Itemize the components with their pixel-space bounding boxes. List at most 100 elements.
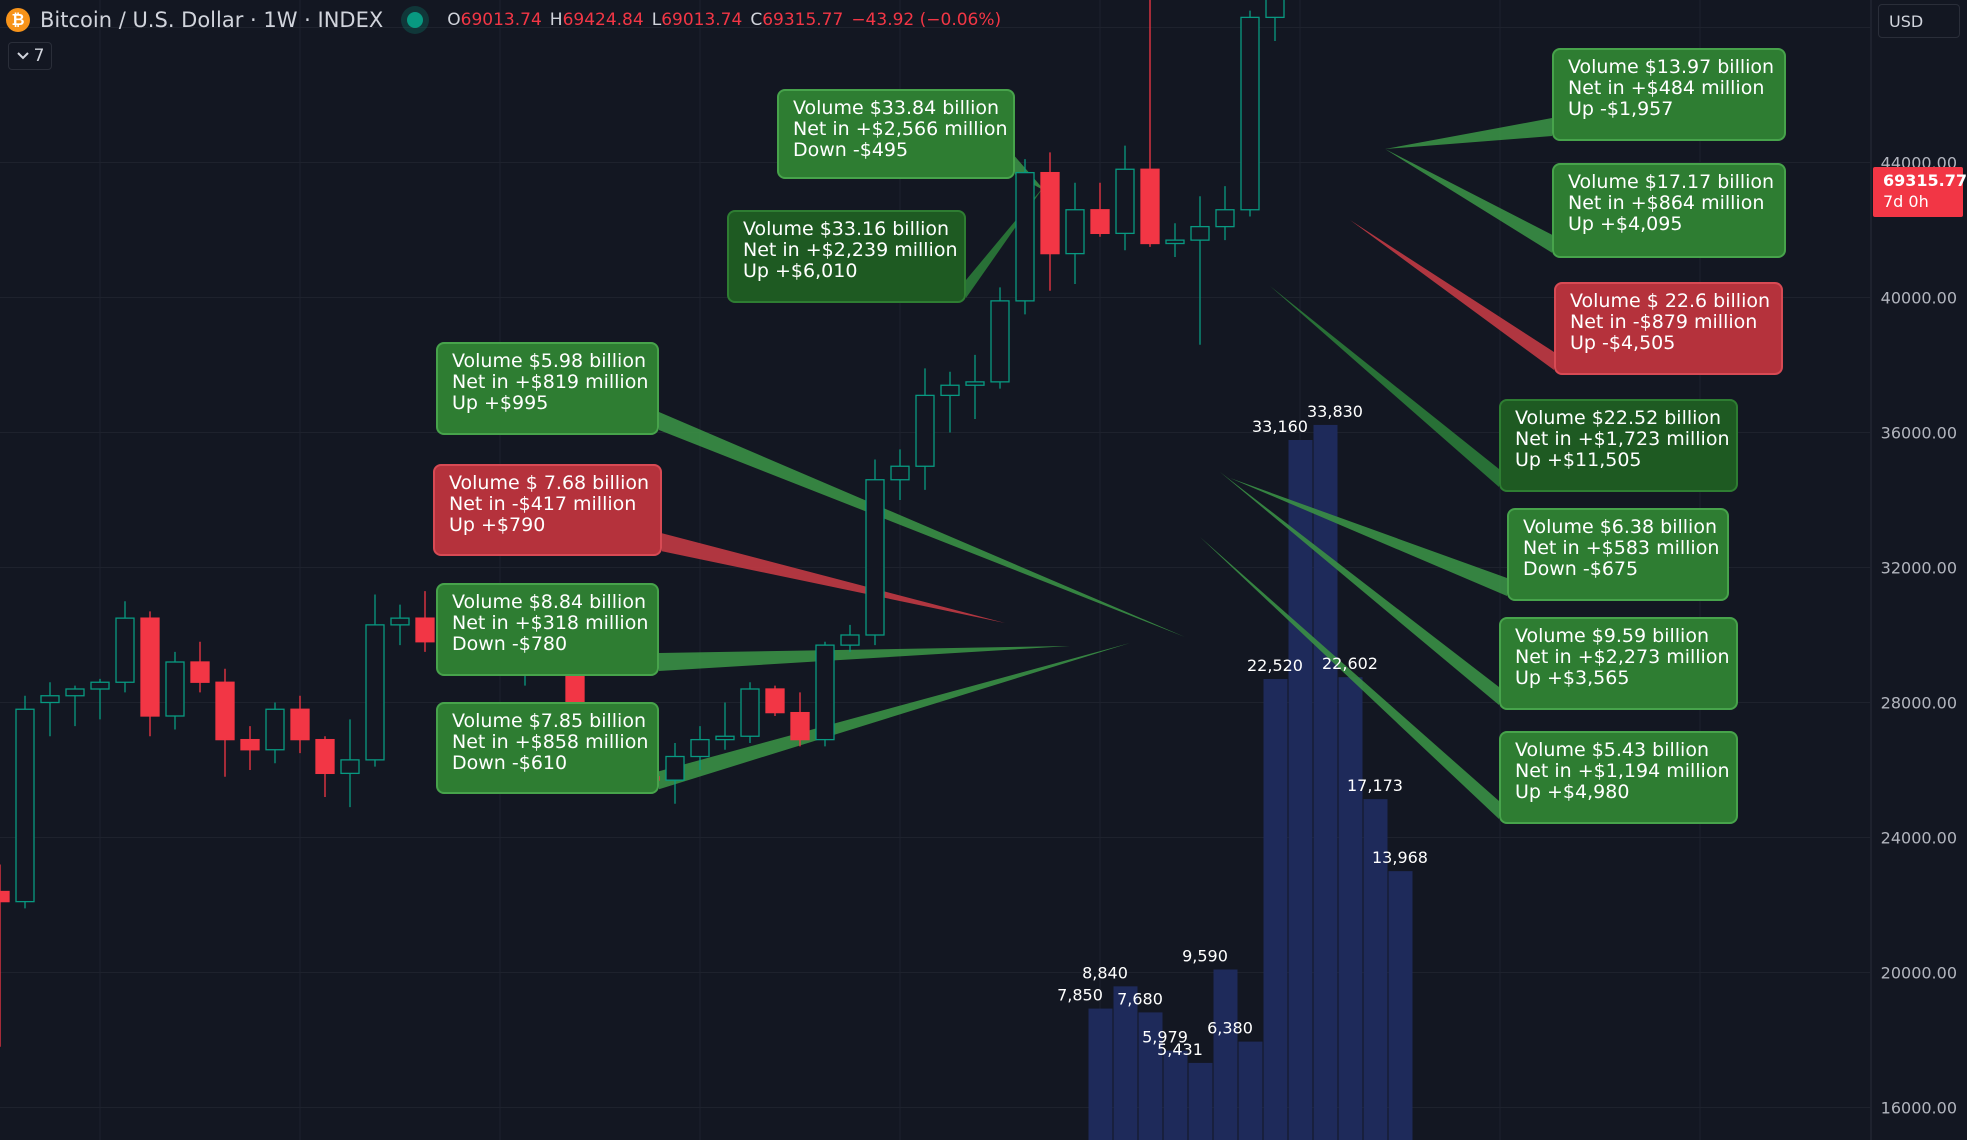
- callout-line: Net in +$484 million: [1568, 77, 1765, 99]
- callout-line: Down -$495: [793, 139, 909, 161]
- callout-line: Net in +$2,239 million: [743, 239, 958, 261]
- callout-line: Up -$4,505: [1570, 332, 1676, 354]
- callout-line: Volume $5.98 billion: [452, 350, 646, 372]
- volume-bar: [1288, 439, 1313, 1140]
- volume-callout[interactable]: Volume $13.97 billion Net in +$484 millio…: [1552, 48, 1786, 141]
- volume-callout[interactable]: Volume $33.84 billion Net in +$2,566 mill…: [777, 89, 1015, 179]
- callout-line: Up +$4,980: [1515, 781, 1630, 803]
- volume-value-label: 7,850: [1057, 986, 1103, 1005]
- candle-down: [290, 708, 310, 741]
- candle-up: [990, 300, 1010, 383]
- candle-up: [815, 644, 835, 741]
- candle-up: [40, 695, 60, 704]
- callout-line: Down -$610: [452, 752, 568, 774]
- volume-callout[interactable]: Volume $5.43 billion Net in +$1,194 milli…: [1499, 731, 1738, 824]
- candle-up: [1165, 239, 1185, 245]
- open-value: 69013.74: [460, 10, 542, 30]
- candle-down: [190, 661, 210, 683]
- callout-connector: [1270, 286, 1499, 488]
- candle-up: [740, 688, 760, 737]
- volume-callout[interactable]: Volume $8.84 billion Net in +$318 million…: [436, 583, 659, 676]
- volume-value-label: 22,520: [1247, 656, 1303, 675]
- price-tick-label: 40000.00: [1881, 289, 1957, 308]
- candle-down: [765, 688, 785, 714]
- volume-value-label: 8,840: [1082, 963, 1128, 982]
- candle-up: [940, 384, 960, 397]
- callout-line: Volume $ 7.68 billion: [449, 472, 650, 494]
- volume-callout[interactable]: Volume $5.98 billion Net in +$819 million…: [436, 342, 659, 435]
- callout-line: Net in -$417 million: [449, 493, 637, 515]
- close-value: 69315.77: [762, 10, 844, 30]
- callout-connector: [1385, 118, 1552, 149]
- volume-callout[interactable]: Volume $7.85 billion Net in +$858 million…: [436, 702, 659, 794]
- candle-up: [915, 394, 935, 467]
- symbol-title[interactable]: Bitcoin / U.S. Dollar · 1W · INDEX: [40, 8, 384, 32]
- candle-up: [390, 617, 410, 626]
- callout-line: Net in +$2,273 million: [1515, 646, 1730, 668]
- bitcoin-logo-icon: ₿: [6, 8, 30, 32]
- volume-bar: [1363, 799, 1388, 1140]
- candle-up: [65, 688, 85, 697]
- candle-up: [1190, 225, 1210, 241]
- callout-line: Volume $8.84 billion: [452, 591, 646, 613]
- callout-line: Up +$790: [449, 514, 546, 536]
- price-tick-label: 16000.00: [1881, 1099, 1957, 1118]
- ohlc-values: O69013.74 H69424.84 L69013.74 C69315.77 …: [447, 10, 1001, 30]
- price-tick-label: 24000.00: [1881, 829, 1957, 848]
- callout-line: Up +$4,095: [1568, 213, 1683, 235]
- callout-line: Net in +$864 million: [1568, 192, 1765, 214]
- low-value: 69013.74: [661, 10, 743, 30]
- volume-callout[interactable]: Volume $ 22.6 billion Net in -$879 millio…: [1554, 282, 1783, 375]
- candle-up: [865, 479, 885, 636]
- volume-callout[interactable]: Volume $17.17 billion Net in +$864 millio…: [1552, 163, 1786, 258]
- candle-down: [240, 738, 260, 751]
- currency-label: USD: [1889, 11, 1924, 31]
- close-key: C: [750, 10, 763, 30]
- callout-line: Volume $ 22.6 billion: [1570, 290, 1771, 312]
- callout-connector: [1200, 537, 1499, 820]
- market-status-icon[interactable]: [407, 12, 424, 28]
- volume-bar: [1088, 1008, 1113, 1140]
- callout-line: Net in +$583 million: [1523, 537, 1720, 559]
- volume-value-label: 6,380: [1207, 1019, 1253, 1038]
- callout-connector: [659, 646, 1070, 672]
- change-value: −43.92 (−0.06%): [851, 10, 1002, 30]
- volume-bar: [1313, 424, 1338, 1140]
- callout-line: Net in +$318 million: [452, 612, 649, 634]
- volume-bar: [1213, 969, 1238, 1140]
- callout-connector: [1350, 220, 1554, 371]
- volume-callout[interactable]: Volume $22.52 billion Net in +$1,723 mill…: [1499, 399, 1738, 492]
- candle-up: [890, 465, 910, 481]
- callout-line: Net in +$1,194 million: [1515, 760, 1730, 782]
- volume-callout[interactable]: Volume $33.16 billion Net in +$2,239 mill…: [727, 210, 966, 303]
- callout-line: Up +$995: [452, 392, 549, 414]
- volume-value-label: 33,830: [1307, 402, 1363, 421]
- candle-up: [1240, 16, 1260, 211]
- volume-value-label: 33,160: [1252, 417, 1308, 436]
- candle-down: [215, 681, 235, 741]
- volume-callout[interactable]: Volume $6.38 billion Net in +$583 million…: [1507, 508, 1729, 601]
- candle-up: [965, 381, 985, 386]
- candle-down: [1140, 168, 1160, 245]
- callout-line: Up +$6,010: [743, 260, 858, 282]
- callout-connector: [1230, 478, 1507, 597]
- callout-line: Volume $22.52 billion: [1515, 407, 1722, 429]
- callout-line: Net in +$1,723 million: [1515, 428, 1730, 450]
- candle-up: [90, 681, 110, 690]
- high-value: 69424.84: [562, 10, 644, 30]
- volume-value-label: 9,590: [1182, 946, 1228, 965]
- callout-line: Down -$675: [1523, 558, 1639, 580]
- indicators-toggle-button[interactable]: 7: [8, 42, 52, 70]
- volume-callout[interactable]: Volume $ 7.68 billion Net in -$417 millio…: [433, 464, 662, 556]
- callout-line: Up -$1,957: [1568, 98, 1674, 120]
- volume-callout[interactable]: Volume $9.59 billion Net in +$2,273 milli…: [1499, 617, 1738, 710]
- candle-up: [365, 624, 385, 761]
- candle-up: [1115, 168, 1135, 235]
- candle-down: [0, 890, 10, 903]
- currency-selector[interactable]: USD: [1878, 4, 1960, 38]
- candle-up: [1215, 209, 1235, 228]
- volume-bar: [1263, 679, 1288, 1140]
- candle-down: [1040, 171, 1060, 255]
- last-price-tag: 69315.77 7d 0h: [1873, 167, 1967, 217]
